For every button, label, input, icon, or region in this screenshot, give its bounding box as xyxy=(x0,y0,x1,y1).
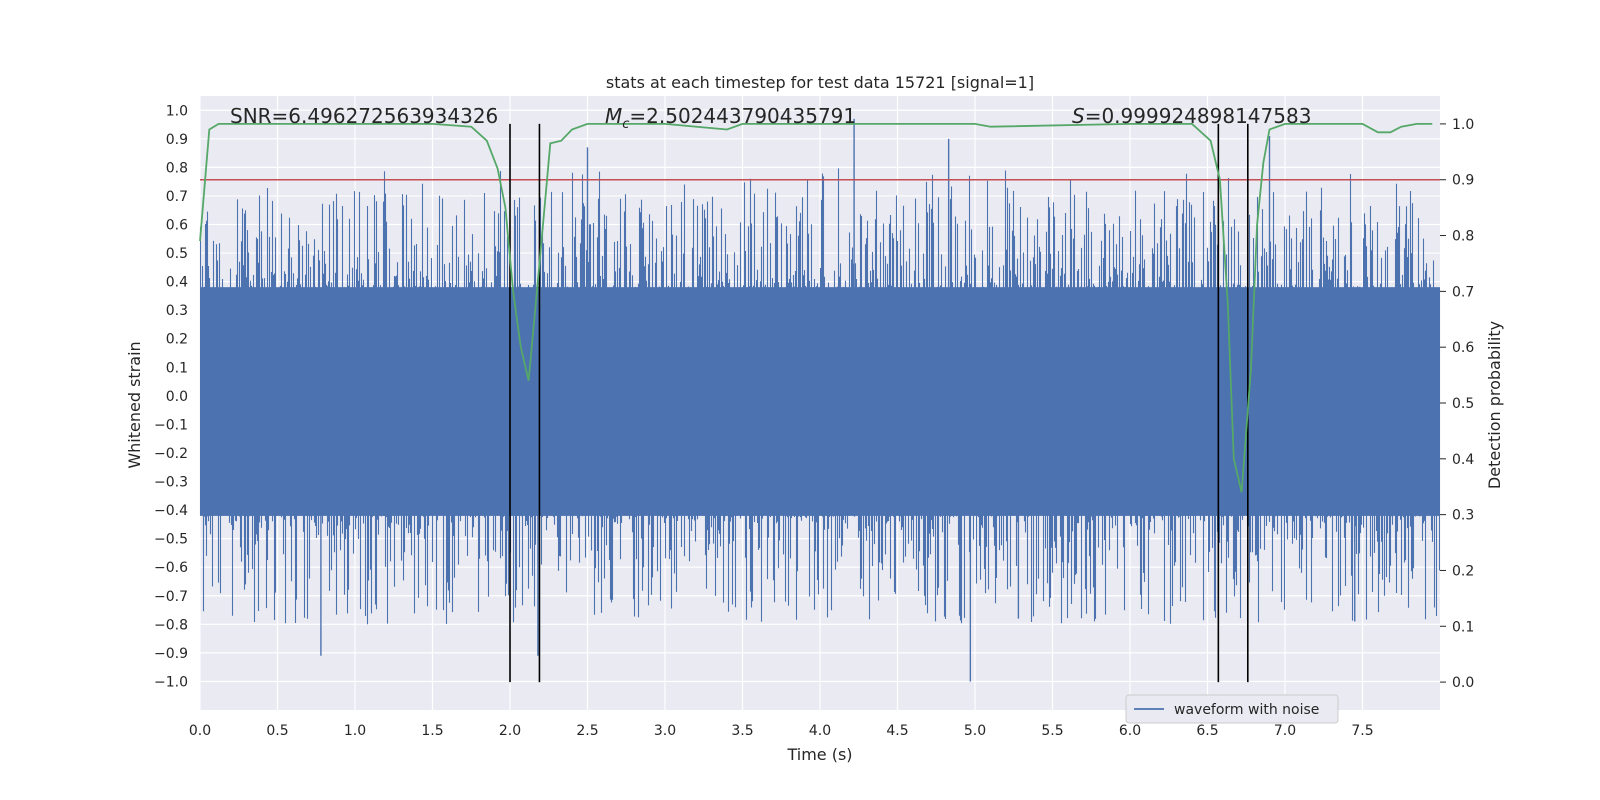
x-tick-label: 7.0 xyxy=(1274,723,1296,739)
y2-tick-label: 0.2 xyxy=(1452,563,1474,579)
x-tick-label: 1.0 xyxy=(344,723,366,739)
score-annotation: S=0.999924898147583 xyxy=(1072,104,1311,128)
x-tick-label: 6.5 xyxy=(1196,723,1218,739)
y-tick-label: −0.4 xyxy=(154,503,188,519)
y-tick-label: 0.7 xyxy=(166,189,188,205)
x-tick-label: 4.5 xyxy=(886,723,908,739)
legend: waveform with noise xyxy=(1125,694,1339,724)
x-tick-label: 5.5 xyxy=(1041,723,1063,739)
snr-annotation: SNR=6.496272563934326 xyxy=(230,104,498,128)
y-tick-label: 0.3 xyxy=(166,303,188,319)
chart-title: stats at each timestep for test data 157… xyxy=(606,73,1034,92)
x-tick-label: 0.0 xyxy=(189,723,211,739)
y2-tick-label: 1.0 xyxy=(1452,117,1474,133)
x-tick-label: 6.0 xyxy=(1119,723,1141,739)
y-tick-label: −0.7 xyxy=(154,589,188,605)
y-tick-label: 0.0 xyxy=(166,389,188,405)
y-axis-ticks: 1.0 0.9 0.8 0.7 0.6 0.5 0.4 0.3 0.2 0.1 0.0 −0.1 −0.… xyxy=(154,103,188,690)
y2-tick-label: 0.5 xyxy=(1452,396,1474,412)
y-tick-label: −0.1 xyxy=(154,417,188,433)
score-value: =0.999924898147583 xyxy=(1085,104,1312,128)
y-tick-label: −0.5 xyxy=(154,532,188,548)
y-tick-label: −1.0 xyxy=(154,674,188,690)
x-tick-label: 3.5 xyxy=(731,723,753,739)
chirp-mass-value: =2.502443790435791 xyxy=(629,104,856,128)
waveform-noise xyxy=(199,168,1441,625)
y-tick-label: 0.2 xyxy=(166,332,188,348)
y-tick-label: −0.8 xyxy=(154,617,188,633)
y-tick-label: 0.1 xyxy=(166,360,188,376)
probability-series xyxy=(199,123,1433,493)
y-tick-label: 0.4 xyxy=(166,275,188,291)
x-tick-label: 5.0 xyxy=(964,723,986,739)
y2-axis-label: Detection probability xyxy=(1485,321,1504,489)
y2-axis-ticks: 1.0 0.9 0.8 0.7 0.6 0.5 0.4 0.3 0.2 0.1 0.0 xyxy=(1440,117,1474,691)
y2-tick-label: 0.9 xyxy=(1452,173,1474,189)
waveform-series xyxy=(199,118,1441,682)
score-symbol: S xyxy=(1072,104,1085,128)
chirp-mass-symbol: M xyxy=(605,104,622,128)
x-tick-label: 1.5 xyxy=(421,723,443,739)
event-markers xyxy=(509,123,1249,683)
y-tick-label: 0.5 xyxy=(166,246,188,262)
y-tick-label: 0.6 xyxy=(166,218,188,234)
x-tick-label: 3.0 xyxy=(654,723,676,739)
y-tick-label: 0.8 xyxy=(166,160,188,176)
y-tick-label: 0.9 xyxy=(166,132,188,148)
y-tick-label: 1.0 xyxy=(166,103,188,119)
y2-tick-label: 0.3 xyxy=(1452,508,1474,524)
chirp-mass-annotation: Mc=2.502443790435791 xyxy=(605,104,856,132)
x-tick-label: 2.0 xyxy=(499,723,521,739)
legend-label: waveform with noise xyxy=(1174,702,1319,718)
y-tick-label: −0.3 xyxy=(154,475,188,491)
x-axis-ticks: 0.0 0.5 1.0 1.5 2.0 2.5 3.0 3.5 4.0 4.5 5.0 5.5 6.0 6… xyxy=(189,723,1374,739)
y2-tick-label: 0.8 xyxy=(1452,229,1474,245)
x-tick-label: 4.0 xyxy=(809,723,831,739)
y-axis-label: Whitened strain xyxy=(125,341,144,468)
x-tick-label: 7.5 xyxy=(1351,723,1373,739)
y2-tick-label: 0.1 xyxy=(1452,619,1474,635)
legend-box xyxy=(1125,694,1339,724)
y2-tick-label: 0.4 xyxy=(1452,452,1474,468)
y2-tick-label: 0.7 xyxy=(1452,284,1474,300)
y2-tick-label: 0.0 xyxy=(1452,675,1474,691)
chirp-mass-subscript: c xyxy=(622,117,629,132)
x-axis-label: Time (s) xyxy=(786,745,852,764)
y-tick-label: −0.9 xyxy=(154,646,188,662)
y2-tick-label: 0.6 xyxy=(1452,340,1474,356)
x-tick-label: 0.5 xyxy=(266,723,288,739)
x-tick-label: 2.5 xyxy=(576,723,598,739)
probability-line xyxy=(199,123,1433,493)
y-tick-label: −0.6 xyxy=(154,560,188,576)
y-tick-label: −0.2 xyxy=(154,446,188,462)
